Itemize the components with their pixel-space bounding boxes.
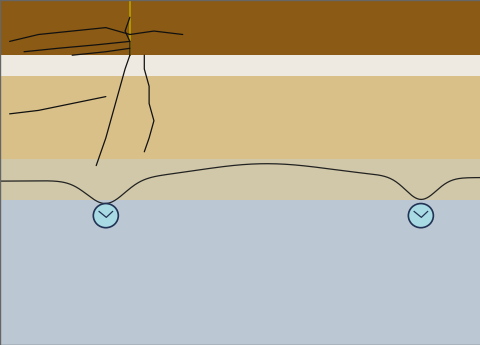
Bar xyxy=(0,55,480,76)
Ellipse shape xyxy=(93,204,118,228)
Bar xyxy=(0,159,480,200)
Bar xyxy=(0,200,480,345)
Bar xyxy=(0,76,480,159)
Ellipse shape xyxy=(408,204,432,228)
Bar xyxy=(0,0,480,55)
